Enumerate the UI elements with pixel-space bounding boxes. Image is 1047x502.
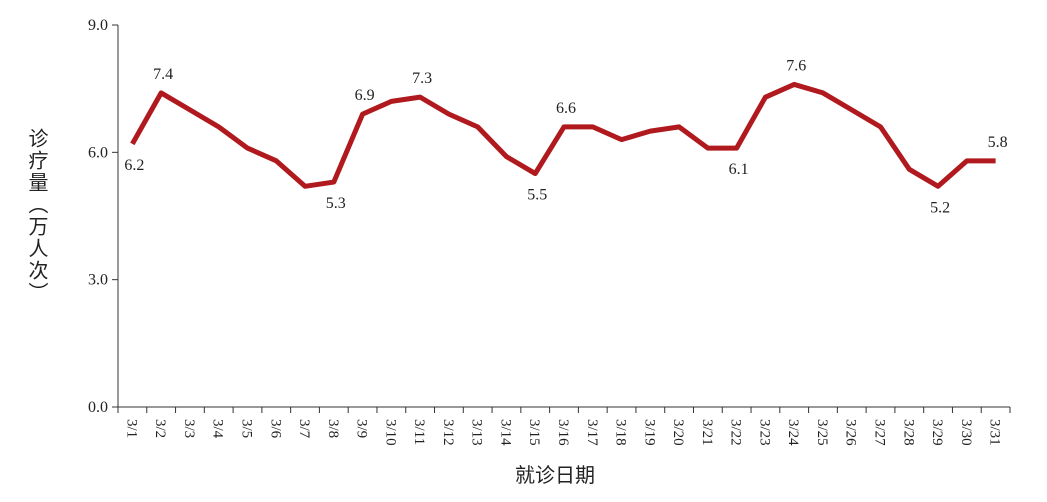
x-tick-label: 3/11	[411, 419, 427, 445]
x-tick-label: 3/10	[382, 419, 398, 446]
x-tick-label: 3/7	[296, 419, 312, 439]
y-tick-label: 3.0	[88, 272, 108, 289]
data-label: 5.2	[930, 199, 950, 216]
x-tick-label: 3/24	[785, 419, 801, 446]
x-tick-label: 3/23	[756, 419, 772, 446]
x-tick-label: 3/9	[354, 419, 370, 438]
x-tick-label: 3/19	[641, 419, 657, 446]
x-tick-label: 3/26	[843, 419, 859, 446]
data-label: 7.4	[153, 66, 173, 83]
x-tick-label: 3/25	[814, 419, 830, 446]
data-label: 5.3	[326, 195, 346, 212]
data-label: 5.8	[988, 134, 1008, 151]
data-label: 6.2	[124, 157, 144, 174]
x-tick-label: 3/4	[210, 419, 226, 439]
y-tick-label: 0.0	[88, 399, 108, 416]
x-tick-label: 3/8	[325, 419, 341, 438]
y-axis-title: 诊疗量（万人次）	[25, 128, 48, 304]
x-tick-label: 3/21	[699, 419, 715, 446]
x-tick-label: 3/2	[152, 419, 168, 438]
x-tick-label: 3/27	[872, 419, 888, 446]
y-tick-label: 6.0	[88, 144, 108, 161]
x-tick-label: 3/31	[987, 419, 1003, 446]
x-tick-label: 3/20	[670, 419, 686, 446]
x-tick-label: 3/12	[440, 419, 456, 446]
data-label: 7.6	[786, 57, 806, 74]
series-line	[130, 81, 996, 189]
x-tick-label: 3/14	[497, 419, 513, 446]
x-tick-label: 3/28	[900, 419, 916, 446]
data-label: 6.6	[556, 100, 576, 117]
x-tick-label: 3/30	[958, 419, 974, 446]
x-tick-label: 3/16	[555, 419, 571, 446]
x-tick-label: 3/15	[526, 419, 542, 446]
x-tick-label: 3/17	[584, 419, 600, 446]
x-tick-label: 3/13	[469, 419, 485, 446]
x-tick-label: 3/3	[181, 419, 197, 438]
x-tick-label: 3/18	[613, 419, 629, 446]
x-axis-title: 就诊日期	[515, 464, 595, 487]
x-tick-label: 3/6	[267, 419, 283, 439]
data-label: 6.1	[729, 161, 749, 178]
data-label: 5.5	[527, 187, 547, 204]
x-tick-label: 3/5	[238, 419, 254, 438]
x-tick-label: 3/1	[123, 419, 139, 438]
data-label: 6.9	[355, 87, 375, 104]
y-tick-label: 9.0	[88, 17, 108, 34]
data-label: 7.3	[412, 70, 432, 87]
x-tick-label: 3/22	[728, 419, 744, 446]
x-tick-label: 3/29	[929, 419, 945, 446]
